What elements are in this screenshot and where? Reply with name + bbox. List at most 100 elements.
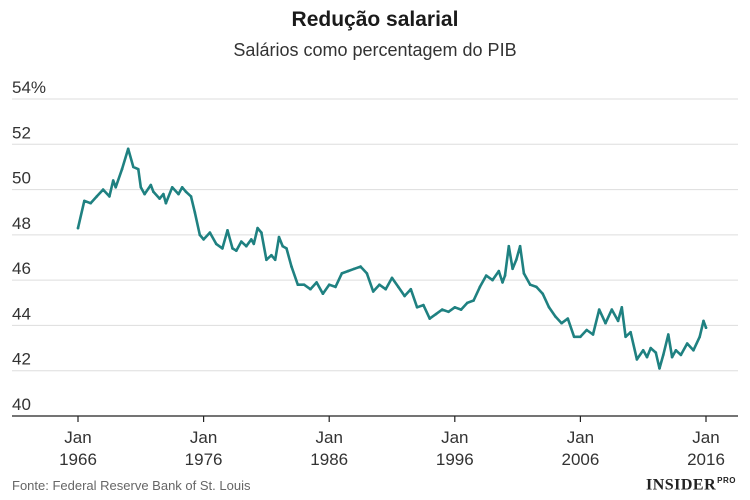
data-point [231, 247, 234, 250]
data-point [645, 355, 649, 359]
data-point [170, 186, 174, 189]
x-tick-month-1976: Jan [190, 428, 217, 447]
x-tick-year-1976: 1976 [185, 450, 223, 469]
data-point [359, 265, 362, 268]
data-point [679, 353, 683, 357]
data-point [95, 195, 99, 198]
data-point [290, 265, 293, 268]
data-point [189, 195, 193, 198]
data-point [120, 167, 124, 171]
y-tick-label-44: 44 [12, 304, 31, 323]
series-line-0 [76, 147, 708, 370]
data-point [101, 188, 105, 191]
data-point [89, 201, 92, 205]
y-tick-label-54: 54% [12, 78, 46, 97]
data-point [547, 306, 551, 309]
data-point [704, 326, 708, 330]
data-point [629, 330, 632, 334]
data-point [327, 283, 331, 287]
chart-subtitle: Salários como percentagem do PIB [233, 40, 517, 60]
x-tick-month-2006: Jan [567, 428, 594, 447]
data-point [164, 201, 168, 205]
data-point [353, 267, 356, 271]
x-tick-year-1986: 1986 [310, 450, 348, 469]
data-point [378, 283, 381, 287]
x-tick-year-1966: 1966 [59, 450, 97, 469]
data-point [491, 278, 494, 282]
data-point [296, 283, 300, 287]
data-point [365, 272, 369, 275]
data-point [162, 192, 165, 196]
data-point [522, 272, 526, 275]
data-point [484, 274, 488, 277]
y-tick-label-48: 48 [12, 214, 31, 233]
data-point [315, 281, 318, 284]
x-axis-ticks: Jan 1966 Jan 1976 Jan 1986 Jan 1996 Jan 2006 Jan 20… [59, 416, 725, 469]
data-point [415, 306, 419, 309]
data-point [541, 292, 544, 296]
data-point [132, 165, 135, 169]
data-point [250, 238, 253, 241]
data-point [137, 167, 140, 171]
data-point [518, 244, 522, 248]
data-point [528, 283, 532, 287]
data-point [149, 183, 153, 187]
data-point [604, 321, 607, 325]
data-point [277, 235, 281, 239]
data-point [579, 335, 582, 339]
data-point [108, 195, 111, 198]
brand-name: INSIDER [645, 476, 717, 494]
data-point [334, 285, 337, 289]
data-point [649, 346, 652, 350]
data-point [507, 244, 511, 248]
data-point [240, 240, 243, 243]
data-point [281, 244, 285, 248]
data-point [503, 274, 507, 277]
data-point [158, 197, 161, 200]
data-point [114, 186, 117, 189]
data-point [245, 244, 248, 248]
y-tick-label-46: 46 [12, 259, 31, 278]
data-point [202, 238, 205, 241]
data-point [371, 290, 375, 293]
data-point [572, 335, 576, 339]
x-tick-year-2006: 2006 [561, 450, 599, 469]
data-point [180, 186, 184, 189]
source-note: Fonte: Federal Reserve Bank of St. Louis [12, 478, 251, 493]
data-point [616, 319, 620, 323]
data-point [346, 269, 350, 273]
data-point [235, 249, 238, 252]
data-point [403, 294, 406, 298]
data-point [285, 247, 288, 250]
data-point [654, 351, 658, 354]
data-point [515, 258, 518, 262]
data-point [152, 190, 155, 194]
data-point [554, 315, 557, 318]
data-point [226, 229, 229, 232]
data-point [560, 321, 563, 325]
data-point [466, 301, 469, 305]
data-point [440, 308, 444, 311]
data-point [453, 306, 457, 309]
data-point [535, 285, 538, 289]
data-point [302, 283, 306, 287]
data-point [422, 303, 425, 307]
data-point [472, 299, 475, 302]
data-point [252, 242, 256, 246]
data-point [83, 199, 86, 203]
data-point [270, 253, 273, 257]
series-layer [76, 147, 708, 370]
data-point [177, 192, 180, 196]
data-point [198, 233, 202, 237]
data-point [459, 308, 463, 311]
data-point [321, 292, 325, 296]
chart-title: Redução salarial [291, 8, 459, 31]
data-point [434, 312, 438, 316]
y-tick-label-40: 40 [12, 395, 31, 414]
data-point [447, 310, 450, 314]
data-point [390, 276, 394, 280]
data-point [610, 308, 614, 311]
data-point [511, 267, 514, 271]
x-tick-month-1966: Jan [64, 428, 91, 447]
